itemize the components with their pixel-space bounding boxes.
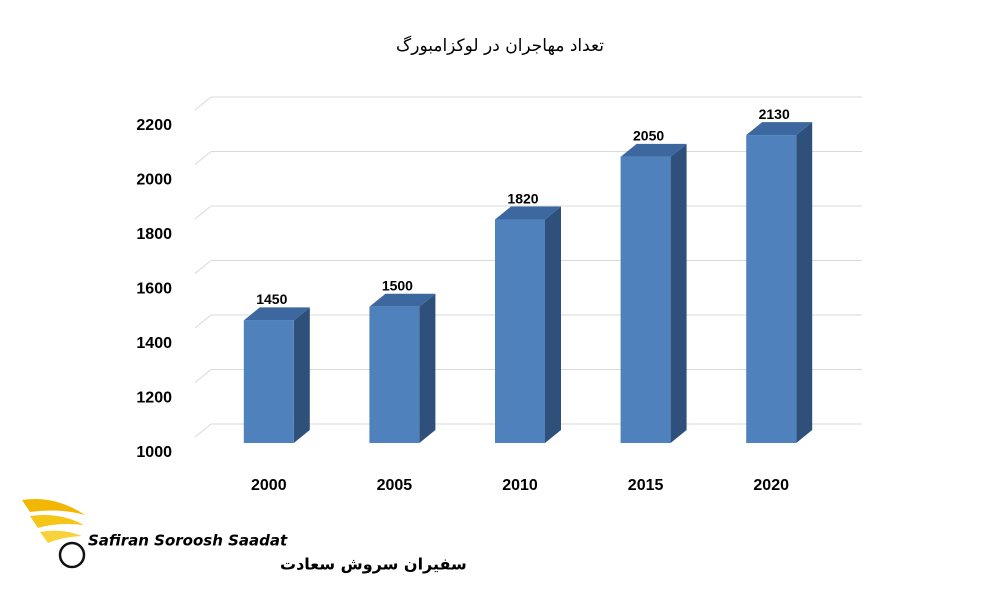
bar-side — [545, 206, 561, 443]
bar — [495, 219, 545, 443]
y-tick-label: 1000 — [136, 444, 172, 461]
y-tick-label: 1400 — [136, 335, 172, 352]
x-tick-label: 2000 — [251, 477, 287, 494]
logo-text-fa: سفیران سروش سعادت — [280, 555, 467, 574]
bar-top — [243, 307, 310, 321]
bar — [369, 306, 420, 443]
grid-line-depth — [194, 314, 212, 329]
grid-line-depth — [194, 151, 212, 165]
value-label: 1500 — [382, 277, 413, 293]
value-label: 1820 — [507, 190, 538, 206]
logo: Safiran Soroosh Saadat سفیران سروش سعادت — [22, 499, 467, 574]
bar-top — [620, 143, 687, 157]
bar-top — [746, 122, 813, 136]
bar — [746, 135, 797, 443]
value-label: 2130 — [759, 106, 790, 122]
logo-wing — [22, 499, 85, 515]
value-label: 2050 — [633, 128, 664, 144]
bar — [620, 156, 671, 443]
y-tick-label: 2000 — [136, 172, 172, 189]
x-tick-label: 2020 — [753, 477, 789, 494]
grid-line-depth — [194, 369, 212, 383]
bar-side — [796, 122, 813, 443]
logo-ring — [58, 541, 86, 569]
bar — [243, 320, 294, 443]
bar-side — [293, 307, 310, 443]
x-tick-label: 2010 — [502, 477, 538, 494]
logo-text: Safiran Soroosh Saadat — [88, 532, 288, 550]
logo-wing — [30, 515, 84, 528]
y-tick-label: 2200 — [136, 117, 172, 134]
grid-line-depth — [194, 260, 212, 274]
bar-side — [419, 293, 436, 443]
grid-line-depth — [194, 423, 212, 438]
chart-title: تعداد مهاجران در لوکزامبورگ — [396, 35, 604, 56]
bar-top — [495, 206, 561, 220]
value-label: 1450 — [256, 291, 287, 307]
bar-top — [369, 293, 436, 307]
y-tick-label: 1200 — [136, 390, 172, 407]
x-tick-label: 2015 — [628, 477, 664, 494]
logo-wing — [40, 530, 82, 543]
grid-line-depth — [194, 205, 212, 220]
grid-line-depth — [194, 96, 212, 111]
y-tick-label: 1600 — [136, 281, 172, 298]
bar-side — [670, 143, 687, 443]
x-tick-label: 2005 — [377, 477, 413, 494]
y-tick-label: 1800 — [136, 226, 172, 243]
